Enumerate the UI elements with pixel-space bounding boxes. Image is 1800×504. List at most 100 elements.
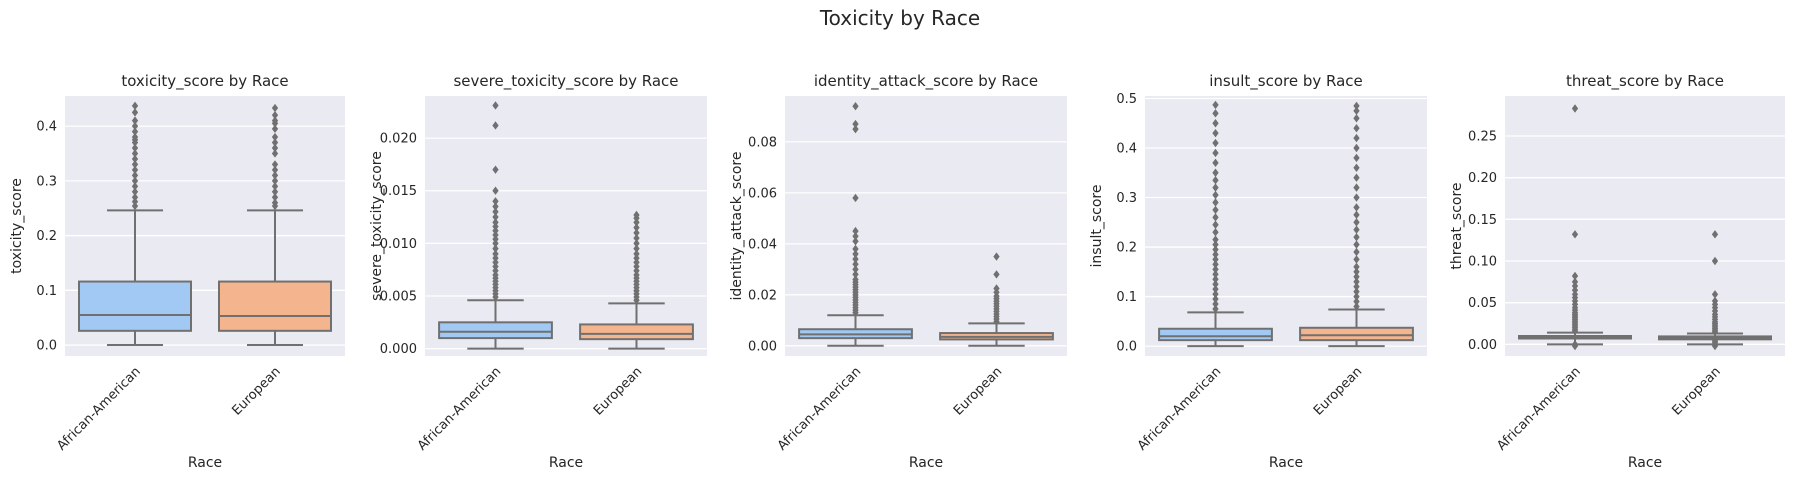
y-tick-label: 0.04 (748, 237, 777, 252)
outlier-point (492, 207, 499, 216)
box-african-american (438, 101, 553, 350)
y-tick-label: 0.15 (1468, 213, 1497, 228)
box-european (579, 210, 694, 350)
box-european (218, 103, 332, 347)
outlier-point (1212, 158, 1219, 168)
y-tick-label: 0.0 (1116, 340, 1137, 355)
y-tick-label: 0.00 (748, 339, 777, 354)
outlier-point (852, 101, 859, 111)
y-tick-label: 0.3 (1116, 191, 1137, 206)
outlier-point (492, 249, 499, 259)
y-axis-label: identity_attack_score (729, 152, 745, 301)
outlier-point (852, 260, 859, 269)
outlier-point (1212, 128, 1219, 138)
box-body (218, 280, 332, 332)
y-tick-label: 0.020 (380, 132, 417, 147)
outlier-point (131, 182, 139, 191)
outlier-point (1353, 225, 1360, 234)
outlier-point (1212, 198, 1219, 207)
y-axis-label: severe_toxicity_score (369, 151, 385, 301)
figure-title: Toxicity by Race (819, 6, 981, 30)
outlier-point (993, 284, 1000, 293)
y-tick-label: 0.00 (1468, 338, 1497, 353)
outlier-point (1353, 302, 1360, 311)
outlier-point (1212, 250, 1219, 259)
outlier-point (271, 160, 279, 169)
plot-background (425, 96, 707, 356)
x-axis-label: Race (1628, 455, 1662, 471)
outlier-point (492, 202, 499, 211)
x-tick-label: African-American (1135, 364, 1225, 454)
box-body (438, 321, 553, 340)
outlier-point (852, 124, 859, 134)
subplot-5: 0.00 0.05 0.10 0.15 0.20 0.25 threat_score by … (1449, 72, 1785, 471)
outlier-point (492, 121, 499, 130)
box-body (579, 323, 694, 341)
outlier-point (271, 138, 279, 147)
outlier-point (271, 187, 279, 196)
outlier-point (1353, 133, 1360, 143)
outlier-point (852, 270, 859, 279)
outlier-point (1353, 297, 1360, 306)
x-tick-label: European (1311, 364, 1365, 418)
outlier-point (492, 212, 499, 222)
plot-background (1505, 96, 1785, 356)
outlier-point (1353, 232, 1360, 242)
outlier-point (993, 252, 1000, 261)
subplot-title: severe_toxicity_score by Race (453, 72, 678, 91)
outlier-point (1212, 304, 1219, 314)
outlier-point (492, 230, 499, 240)
outlier-point (1212, 294, 1219, 304)
outlier-point (1353, 255, 1360, 264)
x-tick-label: African-American (1494, 364, 1584, 454)
outlier-point (633, 218, 640, 227)
outlier-point (1353, 267, 1360, 277)
plot-background (1145, 96, 1427, 356)
x-axis-label: Race (188, 455, 222, 471)
x-axis-label: Race (549, 455, 583, 471)
outlier-point (633, 258, 640, 267)
outlier-point (1212, 275, 1219, 284)
outlier-point (271, 176, 279, 186)
box-african-american (1518, 104, 1632, 351)
outlier-point (271, 149, 279, 158)
outlier-point (852, 265, 859, 274)
outlier-point (1711, 290, 1719, 299)
outlier-point (492, 262, 499, 271)
box-body (1158, 327, 1273, 342)
outlier-point (271, 124, 279, 134)
outlier-point (1353, 106, 1360, 116)
outlier-point (492, 234, 499, 244)
outlier-point (131, 132, 139, 142)
x-axis-label: Race (1269, 455, 1303, 471)
y-tick-label: 0.06 (748, 186, 777, 201)
outlier-point (1212, 119, 1219, 128)
outlier-point (1353, 240, 1360, 249)
outlier-point (1571, 104, 1579, 113)
outlier-point (633, 223, 640, 232)
outlier-point (1353, 183, 1360, 192)
outlier-point (1353, 193, 1360, 202)
outlier-point (1353, 143, 1360, 153)
outlier-point (1353, 287, 1360, 296)
outlier-point (271, 103, 279, 113)
outlier-point (492, 222, 499, 231)
x-tick-label: European (951, 364, 1005, 418)
outlier-point (1212, 235, 1219, 244)
outlier-point (271, 143, 279, 153)
outlier-point (1571, 277, 1579, 287)
outlier-point (131, 108, 139, 117)
x-tick-label: European (591, 364, 645, 418)
outlier-point (852, 275, 859, 284)
outlier-point (633, 253, 640, 263)
outlier-point (1212, 227, 1219, 237)
subplot-title: insult_score by Race (1209, 72, 1363, 91)
outlier-point (1212, 213, 1219, 222)
x-tick-label: African-American (775, 364, 865, 454)
outlier-point (1212, 183, 1219, 192)
y-tick-label: 0.1 (1116, 290, 1137, 305)
subplot-1: 0.0 0.1 0.2 0.3 0.4 toxicity_score by Race tox… (9, 72, 345, 471)
outlier-point (993, 270, 1000, 279)
y-tick-label: 0.0 (36, 339, 57, 354)
